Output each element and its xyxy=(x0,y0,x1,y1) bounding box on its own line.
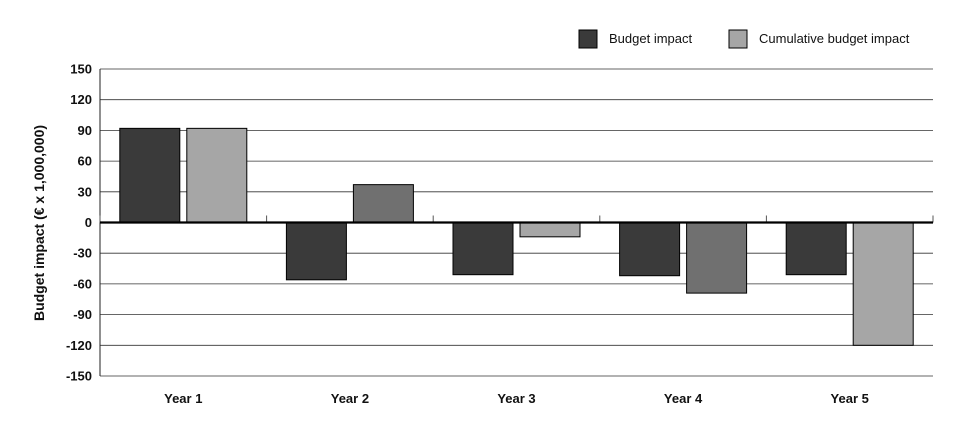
bar-cumulative-budget-impact-year-3 xyxy=(519,222,581,238)
y-tick-label: 30 xyxy=(78,184,92,199)
bar-cumulative-budget-impact-year-4 xyxy=(686,222,748,294)
legend-swatch-cumulative-budget-impact xyxy=(728,29,748,49)
bar-budget-impact-year-1 xyxy=(119,127,181,223)
x-tick-label: Year 1 xyxy=(164,391,202,406)
bar-budget-impact-year-2 xyxy=(285,222,347,281)
y-tick-label: 150 xyxy=(70,62,92,77)
y-tick-label: 120 xyxy=(70,92,92,107)
y-tick-label: -120 xyxy=(66,338,92,353)
bar-budget-impact-year-3 xyxy=(452,222,514,276)
y-tick-label: -30 xyxy=(73,246,92,261)
y-tick-label: -90 xyxy=(73,307,92,322)
y-tick-label: 60 xyxy=(78,154,92,169)
x-tick-label: Year 2 xyxy=(331,391,369,406)
bar-cumulative-budget-impact-year-5 xyxy=(852,222,914,346)
bar-budget-impact-year-4 xyxy=(619,222,681,277)
y-tick-label: 90 xyxy=(78,123,92,138)
legend-label-cumulative-budget-impact: Cumulative budget impact xyxy=(759,31,910,46)
legend-swatch-budget-impact xyxy=(578,29,598,49)
bar-cumulative-budget-impact-year-2 xyxy=(352,184,414,224)
x-tick-label: Year 3 xyxy=(497,391,535,406)
bars xyxy=(119,127,914,346)
y-tick-label: -60 xyxy=(73,276,92,291)
x-tick-label: Year 5 xyxy=(831,391,869,406)
y-tick-label: 0 xyxy=(85,215,92,230)
x-tick-label: Year 4 xyxy=(664,391,703,406)
y-axis-title: Budget impact (€ x 1,000,000) xyxy=(31,125,47,321)
axes xyxy=(99,69,934,376)
legend: Budget impact Cumulative budget impact xyxy=(578,29,910,49)
bar-budget-impact-year-5 xyxy=(785,222,847,276)
legend-label-budget-impact: Budget impact xyxy=(609,31,692,46)
bar-cumulative-budget-impact-year-1 xyxy=(186,127,248,223)
tick-labels: 150 120 90 60 30 0 -30 -60 -90 -120 -150 Year 1 Year… xyxy=(66,62,869,407)
y-tick-label: -150 xyxy=(66,369,92,384)
